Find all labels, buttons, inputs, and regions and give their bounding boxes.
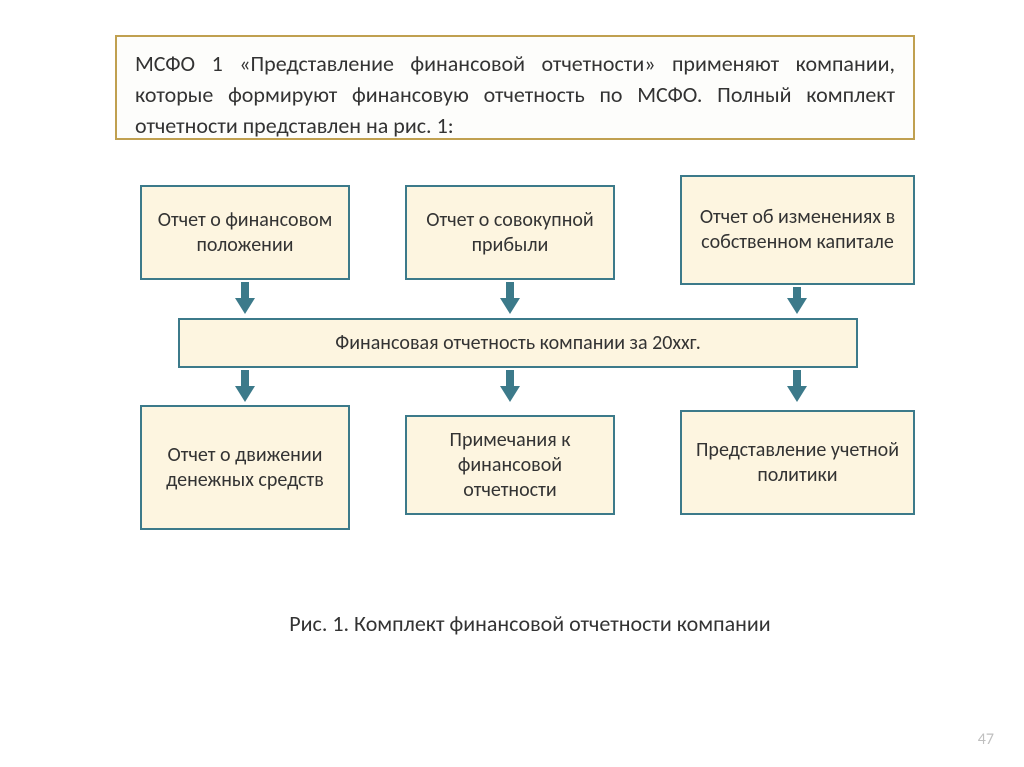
header-text-box: МСФО 1 «Представление финансовой отчетно… <box>115 35 915 140</box>
header-text: МСФО 1 «Представление финансовой отчетно… <box>135 50 895 139</box>
box-bottom-3-label: Представление учетной политики <box>688 438 907 488</box>
arrow-down-3 <box>787 298 807 314</box>
box-bottom-3: Представление учетной политики <box>680 410 915 515</box>
box-middle: Финансовая отчетность компании за 20ххг. <box>178 318 858 368</box>
box-bottom-1: Отчет о движении денежных средств <box>140 405 350 530</box>
box-bottom-2-label: Примечания к финансовой отчетности <box>413 428 607 503</box>
box-top-1: Отчет о финансовом положении <box>140 185 350 280</box>
box-top-2: Отчет о совокупной прибыли <box>405 185 615 280</box>
box-top-2-label: Отчет о совокупной прибыли <box>413 208 607 258</box>
box-middle-label: Финансовая отчетность компании за 20ххг. <box>335 331 701 356</box>
arrow-down-6 <box>787 386 807 402</box>
box-bottom-1-label: Отчет о движении денежных средств <box>148 443 342 493</box>
arrow-down-2 <box>500 298 520 314</box>
box-top-3: Отчет об изменениях в собственном капита… <box>680 175 915 285</box>
arrow-down-4 <box>235 386 255 402</box>
arrow-down-5 <box>500 386 520 402</box>
page-number-text: 47 <box>978 730 994 749</box>
figure-caption: Рис. 1. Комплект финансовой отчетности к… <box>250 610 810 637</box>
box-top-3-label: Отчет об изменениях в собственном капита… <box>688 205 907 255</box>
box-bottom-2: Примечания к финансовой отчетности <box>405 415 615 515</box>
page-number: 47 <box>978 730 994 749</box>
box-top-1-label: Отчет о финансовом положении <box>148 208 342 258</box>
arrow-down-1 <box>235 298 255 314</box>
figure-caption-text: Рис. 1. Комплект финансовой отчетности к… <box>289 610 770 637</box>
